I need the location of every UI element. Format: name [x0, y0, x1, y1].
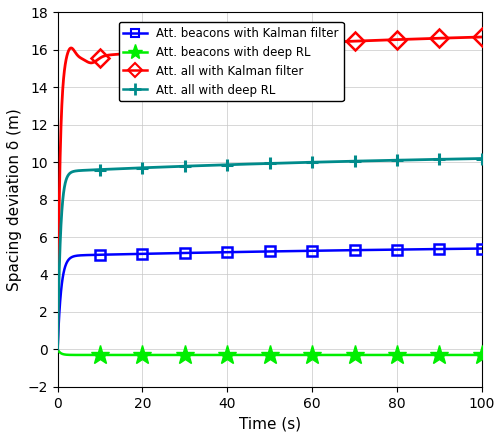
Y-axis label: Spacing deviation δ (m): Spacing deviation δ (m) — [7, 108, 22, 291]
X-axis label: Time (s): Time (s) — [238, 416, 300, 431]
Legend: Att. beacons with Kalman filter, Att. beacons with deep RL, Att. all with Kalman: Att. beacons with Kalman filter, Att. be… — [118, 22, 343, 101]
